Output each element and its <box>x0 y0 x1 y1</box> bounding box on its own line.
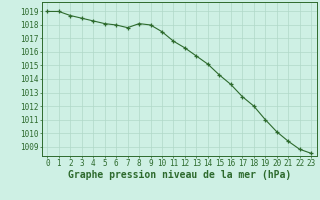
X-axis label: Graphe pression niveau de la mer (hPa): Graphe pression niveau de la mer (hPa) <box>68 170 291 180</box>
